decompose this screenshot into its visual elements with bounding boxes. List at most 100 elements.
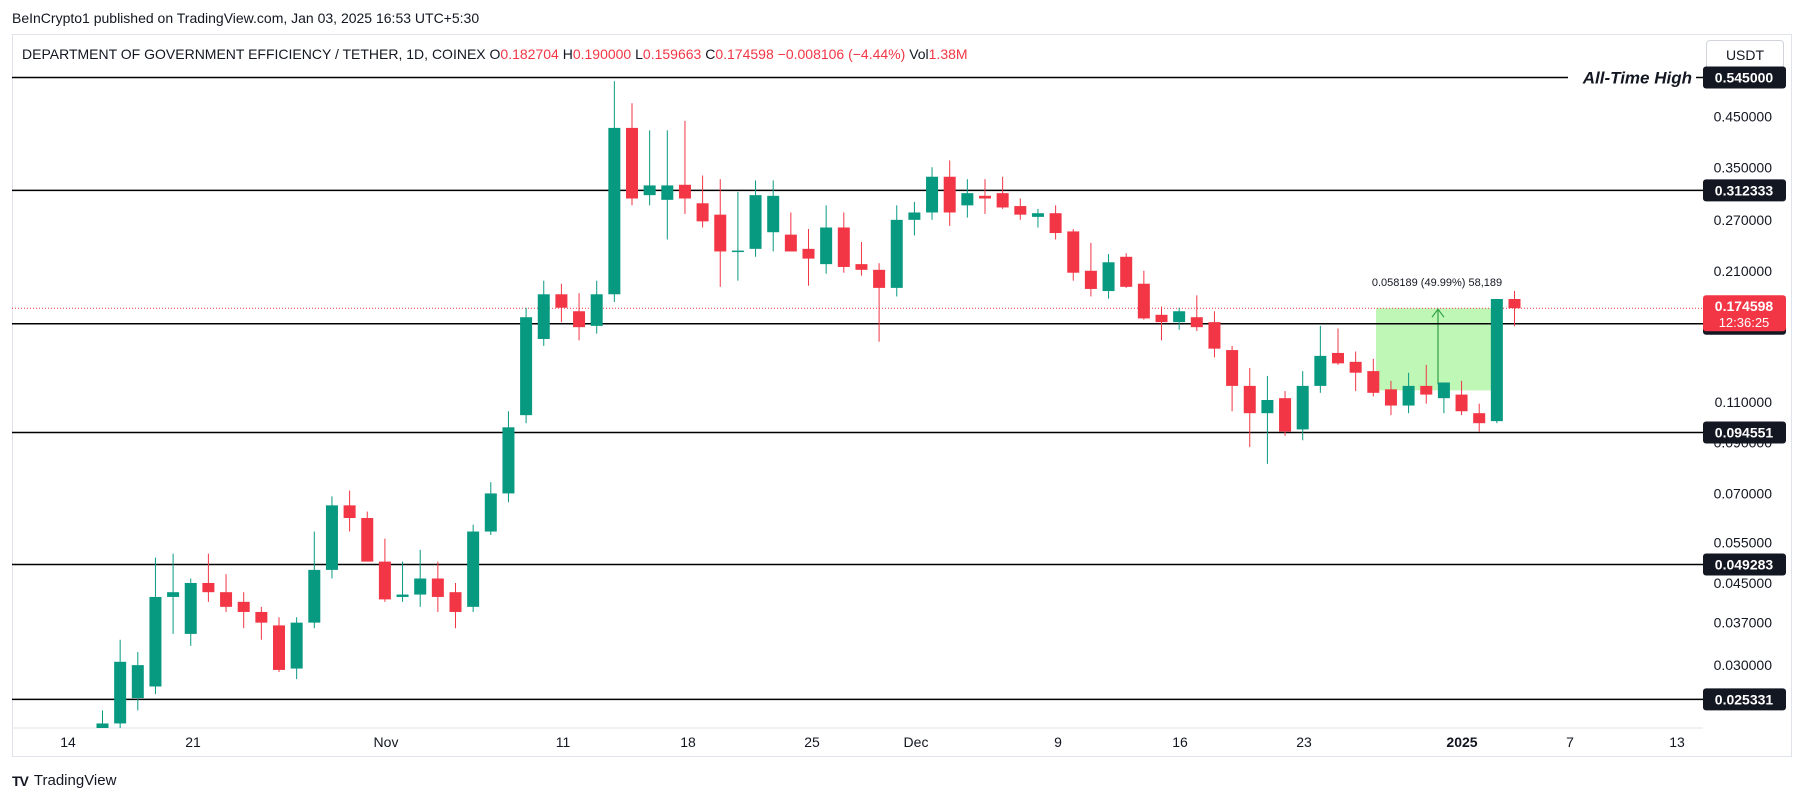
y-tick-label: 0.450000 bbox=[1714, 108, 1773, 124]
last-price-label: 0.174598 bbox=[1715, 298, 1774, 314]
candle-body bbox=[1279, 398, 1292, 432]
candle-body bbox=[96, 723, 109, 728]
candle-body bbox=[325, 505, 338, 570]
candle-body bbox=[1226, 350, 1239, 386]
candle-body bbox=[555, 294, 568, 308]
chart-frame bbox=[12, 34, 1792, 757]
level-price-label: 0.049283 bbox=[1715, 557, 1774, 573]
x-tick-label: 11 bbox=[556, 734, 571, 750]
candle-body bbox=[590, 294, 603, 326]
candle-body bbox=[573, 311, 586, 328]
level-price-badge bbox=[1703, 421, 1786, 444]
x-tick-label: Nov bbox=[374, 734, 399, 750]
candle-body bbox=[1120, 256, 1133, 287]
candle-body bbox=[1437, 382, 1450, 399]
open-label: O bbox=[489, 46, 501, 62]
candle-body bbox=[1137, 283, 1150, 319]
candle-body bbox=[661, 185, 674, 200]
low-value: 0.159663 bbox=[642, 46, 702, 62]
candle-body bbox=[608, 127, 621, 295]
x-tick-label: 16 bbox=[1172, 734, 1188, 750]
candle-body bbox=[1049, 213, 1062, 234]
candle-body bbox=[890, 219, 903, 288]
y-tick-label: 0.045000 bbox=[1714, 575, 1773, 591]
candle-body bbox=[1208, 322, 1221, 349]
candle-body bbox=[1243, 385, 1256, 414]
candle-body bbox=[290, 622, 303, 669]
last-price-badge bbox=[1703, 295, 1786, 332]
candle-body bbox=[996, 193, 1009, 208]
candle-body bbox=[837, 227, 850, 267]
level-price-badge bbox=[1703, 688, 1786, 711]
open-value: 0.182704 bbox=[500, 46, 559, 62]
level-price-label: 0.545000 bbox=[1715, 70, 1774, 86]
candle-body bbox=[220, 592, 233, 607]
level-price-badge bbox=[1703, 179, 1786, 202]
y-tick-label: 0.270000 bbox=[1714, 212, 1773, 228]
candle-body bbox=[1173, 311, 1186, 323]
candle-body bbox=[237, 601, 250, 612]
candle-body bbox=[149, 596, 162, 687]
candle-body bbox=[714, 214, 727, 252]
level-price-badge bbox=[1703, 553, 1786, 576]
countdown-label: 12:36:25 bbox=[1719, 315, 1770, 330]
x-tick-label: 23 bbox=[1296, 734, 1312, 750]
candle-body bbox=[1190, 317, 1203, 328]
candle-body bbox=[678, 184, 691, 199]
candle-body bbox=[255, 611, 268, 623]
y-tick-label: 0.070000 bbox=[1714, 485, 1773, 501]
candle-body bbox=[484, 493, 497, 532]
high-label: H bbox=[562, 46, 573, 62]
symbol-name[interactable]: DEPARTMENT OF GOVERNMENT EFFICIENCY / TE… bbox=[22, 46, 486, 62]
x-tick-label: 25 bbox=[804, 734, 820, 750]
x-tick-label: Dec bbox=[904, 734, 929, 750]
candle-body bbox=[626, 127, 638, 199]
candle-body bbox=[731, 250, 744, 253]
candle-body bbox=[502, 427, 515, 494]
y-tick-label: 0.210000 bbox=[1714, 263, 1773, 279]
candle-body bbox=[1031, 213, 1044, 217]
high-value: 0.190000 bbox=[572, 46, 632, 62]
x-tick-label: 2025 bbox=[1446, 734, 1477, 750]
candle-body bbox=[167, 592, 180, 597]
candle-body bbox=[908, 212, 921, 220]
measure-label: 0.058189 (49.99%) 58,189 bbox=[1372, 277, 1502, 289]
candle-body bbox=[343, 505, 356, 519]
y-tick-label: 0.350000 bbox=[1714, 159, 1773, 175]
candle-body bbox=[873, 269, 886, 288]
x-tick-label: 9 bbox=[1054, 734, 1062, 750]
candle-body bbox=[820, 227, 833, 265]
candle-body bbox=[1490, 299, 1503, 422]
tradingview-footer[interactable]: TV TradingView bbox=[12, 772, 116, 789]
candle-body bbox=[784, 234, 797, 252]
candle-body bbox=[184, 582, 197, 634]
x-tick-label: 13 bbox=[1669, 734, 1685, 750]
candle-body bbox=[1296, 385, 1309, 430]
tradingview-brand: TradingView bbox=[33, 772, 117, 789]
candle-body bbox=[1508, 299, 1521, 309]
x-tick-label: 21 bbox=[185, 734, 201, 750]
candle-body bbox=[1332, 352, 1344, 364]
x-tick-label: 18 bbox=[680, 734, 696, 750]
candle-body bbox=[361, 518, 374, 562]
x-tick-label: 7 bbox=[1566, 734, 1574, 750]
y-tick-label: 0.110000 bbox=[1715, 394, 1773, 410]
candle-body bbox=[1067, 231, 1080, 273]
close-value: 0.174598 bbox=[715, 46, 774, 62]
level-price-label: 0.094551 bbox=[1715, 424, 1774, 440]
level-price-label: 0.025331 bbox=[1715, 691, 1774, 707]
candle-body bbox=[1384, 389, 1397, 406]
candle-body bbox=[396, 594, 409, 597]
candle-body bbox=[802, 248, 815, 259]
candle-body bbox=[961, 193, 974, 206]
x-tick-label: 14 bbox=[60, 734, 76, 750]
candle-body bbox=[131, 665, 144, 699]
tradingview-logo-icon: TV bbox=[12, 772, 29, 789]
volume-label: Vol bbox=[909, 46, 929, 62]
candle-body bbox=[943, 176, 956, 213]
volume-value: 1.38M bbox=[928, 46, 968, 62]
candle-body bbox=[979, 195, 991, 199]
y-tick-label: 0.037000 bbox=[1714, 615, 1773, 631]
candle-body bbox=[696, 203, 709, 222]
